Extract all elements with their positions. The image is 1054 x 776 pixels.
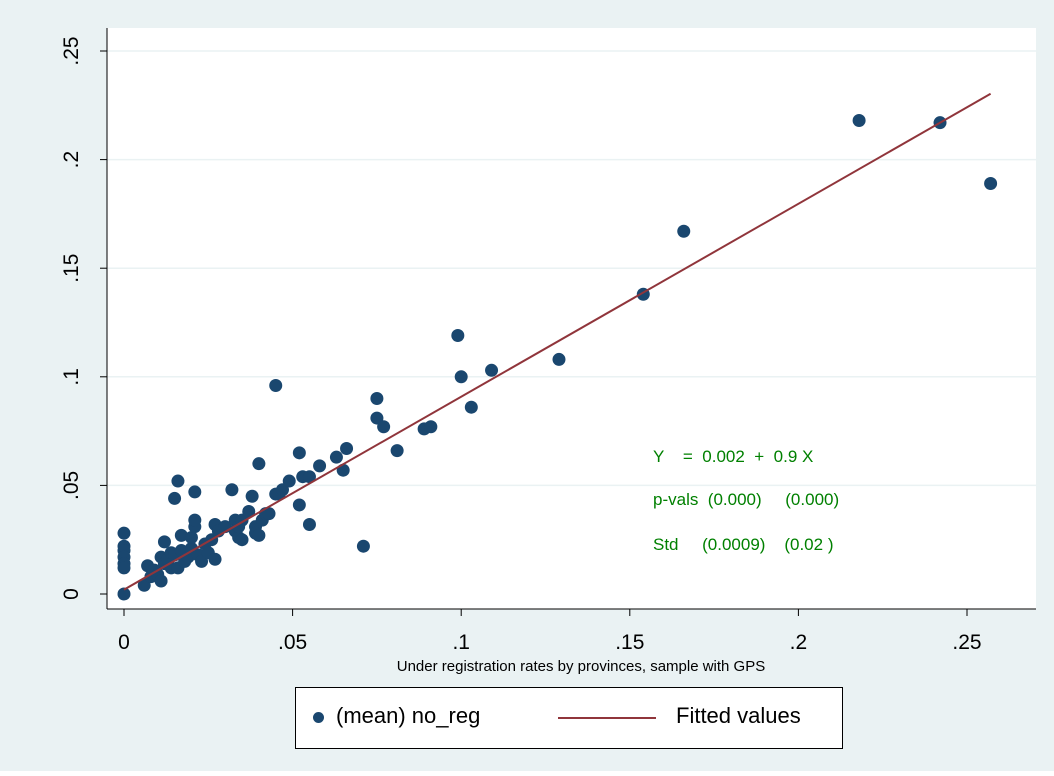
data-point-80 bbox=[464, 400, 478, 414]
y-tick-label-0: 0 bbox=[60, 588, 83, 600]
regression-annotation-2: Std (0.0009) (0.02 ) bbox=[653, 535, 833, 554]
data-point-79 bbox=[454, 370, 468, 384]
y-tick-label-2: .1 bbox=[60, 368, 83, 386]
data-point-24 bbox=[174, 528, 188, 542]
data-point-46 bbox=[235, 533, 249, 547]
x-axis-title: Under registration rates by provinces, s… bbox=[397, 658, 766, 675]
regression-annotation-0: Y = 0.002 + 0.9 X bbox=[653, 447, 813, 466]
data-point-77 bbox=[424, 420, 438, 434]
data-point-70 bbox=[340, 441, 354, 455]
fitted-line bbox=[123, 92, 992, 591]
data-point-87 bbox=[984, 176, 998, 190]
data-point-67 bbox=[313, 459, 327, 473]
data-point-12 bbox=[154, 574, 168, 588]
data-point-75 bbox=[390, 444, 404, 458]
data-point-5 bbox=[117, 561, 131, 575]
data-point-71 bbox=[356, 539, 370, 553]
x-tick-label-3: .15 bbox=[615, 631, 644, 654]
data-point-0 bbox=[117, 526, 131, 540]
y-tick-label-4: .2 bbox=[60, 151, 83, 169]
data-point-78 bbox=[451, 329, 465, 343]
data-point-21 bbox=[171, 474, 185, 488]
data-point-84 bbox=[677, 224, 691, 238]
data-point-31 bbox=[188, 485, 202, 499]
data-point-61 bbox=[282, 474, 296, 488]
data-point-52 bbox=[252, 528, 266, 542]
legend-label-fitted-values: Fitted values bbox=[676, 703, 801, 728]
data-point-41 bbox=[225, 483, 239, 497]
data-point-69 bbox=[336, 463, 350, 477]
data-point-68 bbox=[329, 450, 343, 464]
data-point-49 bbox=[245, 489, 259, 503]
data-point-30 bbox=[188, 513, 202, 527]
data-point-37 bbox=[208, 552, 222, 566]
data-point-48 bbox=[242, 504, 256, 518]
legend-line-fitted-values bbox=[558, 717, 656, 719]
data-point-6 bbox=[117, 587, 131, 601]
data-point-74 bbox=[377, 420, 391, 434]
data-point-58 bbox=[269, 378, 283, 392]
legend-marker-mean-no-reg bbox=[313, 712, 324, 723]
x-tick-label-0: 0 bbox=[118, 631, 130, 654]
data-point-66 bbox=[302, 470, 316, 484]
y-tick-label-1: .05 bbox=[60, 471, 83, 500]
data-point-62 bbox=[292, 446, 306, 460]
x-tick-label-4: .2 bbox=[790, 631, 808, 654]
x-tick-label-5: .25 bbox=[952, 631, 981, 654]
data-point-20 bbox=[168, 491, 182, 505]
data-point-28 bbox=[184, 531, 198, 545]
data-point-56 bbox=[262, 507, 276, 521]
y-tick-label-3: .15 bbox=[60, 254, 83, 283]
x-tick-label-2: .1 bbox=[452, 631, 470, 654]
data-point-53 bbox=[252, 457, 266, 471]
data-point-81 bbox=[485, 363, 499, 377]
data-point-15 bbox=[157, 535, 171, 549]
data-point-73 bbox=[370, 392, 384, 406]
y-tick-label-5: .25 bbox=[60, 36, 83, 65]
legend-label-mean-no-reg: (mean) no_reg bbox=[336, 703, 481, 728]
data-point-82 bbox=[552, 352, 566, 366]
data-point-65 bbox=[302, 517, 316, 531]
legend: (mean) no_reg Fitted values bbox=[295, 687, 843, 749]
x-tick-label-1: .05 bbox=[278, 631, 307, 654]
data-point-85 bbox=[852, 114, 866, 128]
data-point-63 bbox=[292, 498, 306, 512]
regression-annotation-1: p-vals (0.000) (0.000) bbox=[653, 490, 839, 509]
